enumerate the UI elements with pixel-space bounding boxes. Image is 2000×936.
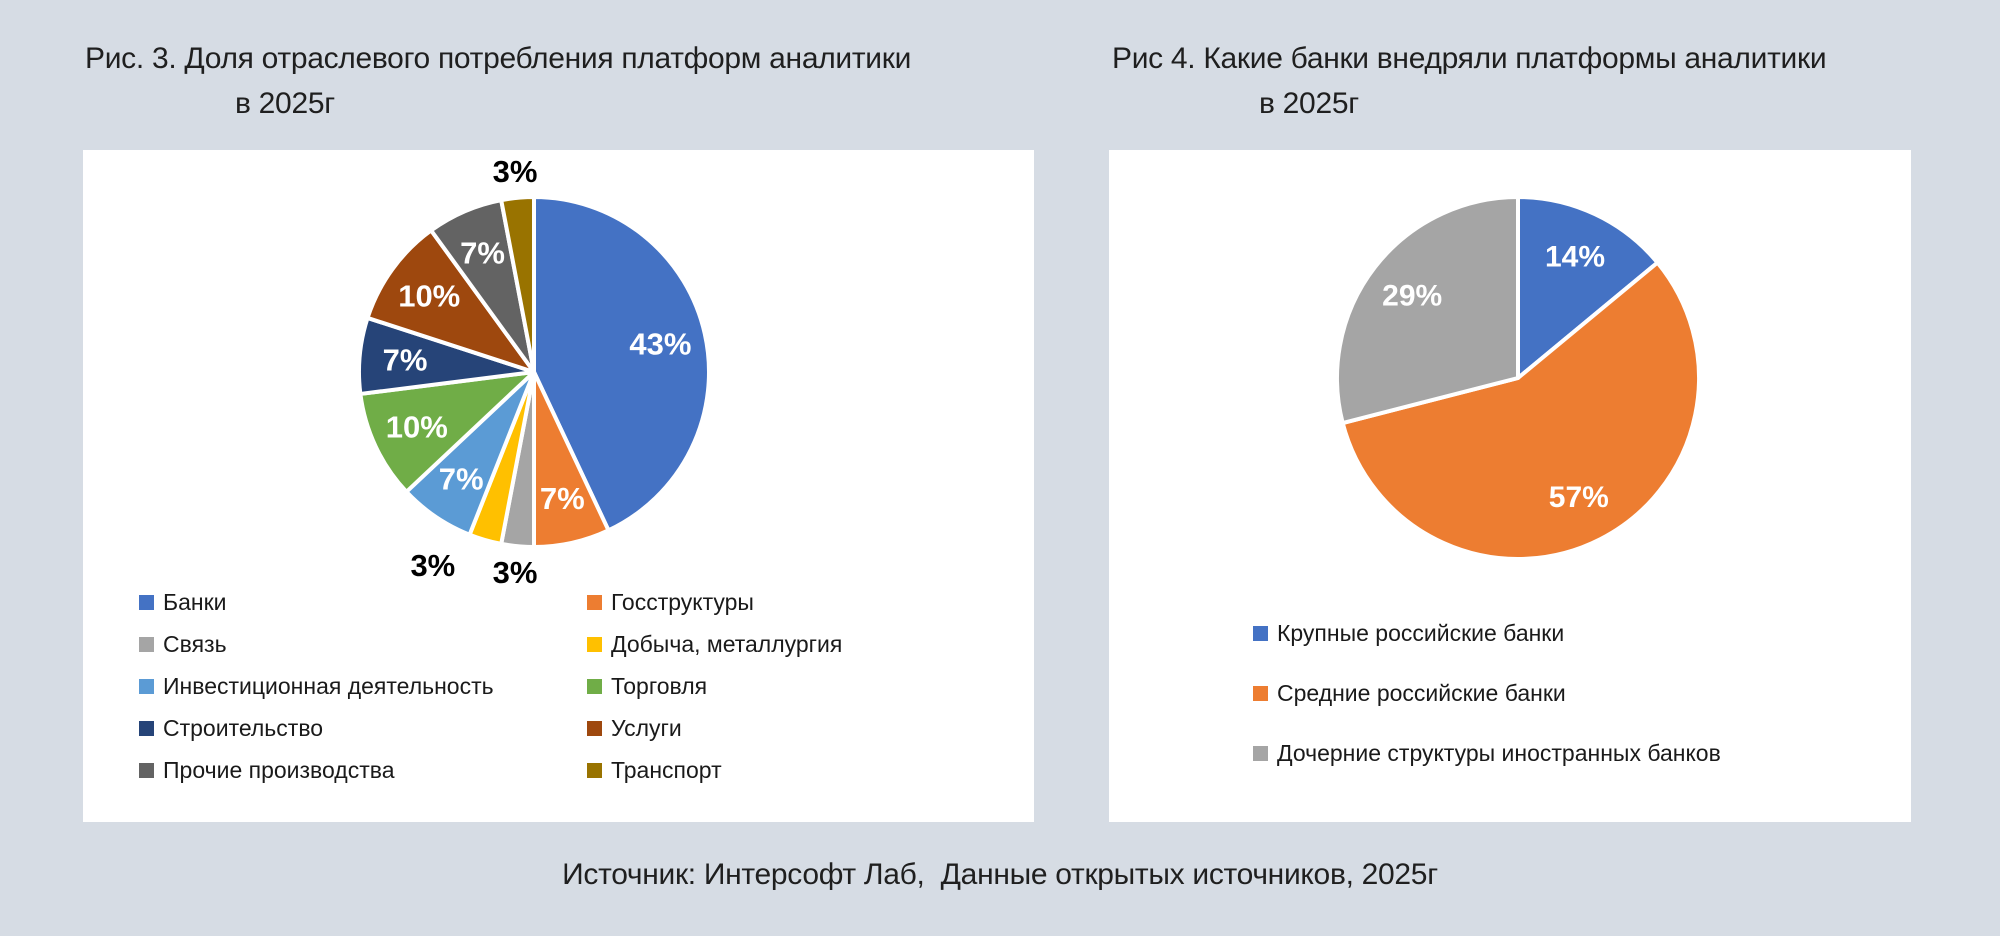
fig4-legend-item-1: Средние российские банки [1253,679,1721,707]
fig4-legend-item-0: Крупные российские банки [1253,619,1721,647]
fig3-pct-label-2: 3% [493,555,538,590]
fig3-pct-label-3: 3% [410,548,455,583]
legend-label: Строительство [163,714,324,741]
legend-swatch-icon [587,762,602,778]
fig4-pie-slice-1 [1340,260,1701,561]
fig3-legend-item-8: Прочие производства [139,757,587,783]
legend-label: Добыча, металлургия [611,630,843,657]
fig3-legend-item-5: Торговля [587,673,842,699]
fig3-pct-label-6: 7% [383,342,428,377]
legend-swatch-icon [139,594,154,610]
fig3-pie-chart: 43%7%3%3%7%10%7%10%7%3% [357,154,711,590]
legend-swatch-icon [1253,745,1268,761]
legend-label: Прочие производства [163,756,395,783]
fig4-pct-label-2: 29% [1382,279,1442,312]
fig3-title: Рис. 3. Доля отраслевого потребления пла… [85,36,911,126]
legend-label: Госструктуры [611,588,754,615]
fig4-title-line1: Рис 4. Какие банки внедряли платформы ан… [1112,42,1827,75]
fig3-chart-panel: 43% 7% 3% 3% 7% 10% 7% 10% 7% 3% Банки Госструктур… [83,150,1034,822]
legend-label: Банки [163,588,227,615]
legend-swatch-icon [139,678,154,694]
legend-label: Транспорт [611,756,722,783]
fig3-pct-label-7: 10% [398,278,460,313]
fig3-legend: Банки Госструктуры Связь Добыча, металлурги… [139,589,842,783]
fig4-legend-item-2: Дочерние структуры иностранных банков [1253,739,1721,767]
legend-swatch-icon [1253,625,1268,641]
fig3-legend-item-2: Связь [139,631,587,657]
legend-swatch-icon [587,720,602,736]
fig4-pie-slice-2 [1335,195,1520,426]
fig3-pct-label-8: 7% [460,236,505,271]
fig3-legend-item-3: Добыча, металлургия [587,631,842,657]
fig3-legend-item-4: Инвестиционная деятельность [139,673,587,699]
fig3-title-line2: в 2025г [235,87,335,120]
fig3-pct-label-0: 43% [629,326,691,361]
fig4-pct-label-1: 57% [1549,481,1609,514]
legend-label: Крупные российские банки [1277,619,1565,646]
fig4-pie-chart: 14% 57% 29% [1335,195,1701,561]
fig4-pct-label-0: 14% [1545,240,1605,273]
fig3-legend-item-9: Транспорт [587,757,842,783]
fig4-title-line2: в 2025г [1259,87,1359,120]
legend-swatch-icon [587,594,602,610]
legend-label: Дочерние структуры иностранных банков [1277,739,1721,766]
fig4-title: Рис 4. Какие банки внедряли платформы ан… [1112,36,1827,126]
fig3-pct-label-1: 7% [540,481,585,516]
legend-swatch-icon [587,636,602,652]
legend-label: Инвестиционная деятельность [163,672,494,699]
legend-swatch-icon [139,636,154,652]
fig3-pct-label-4: 7% [439,462,484,497]
fig3-legend-item-7: Услуги [587,715,842,741]
fig3-legend-item-6: Строительство [139,715,587,741]
fig4-pie-slice-0 [1516,195,1660,380]
legend-label: Торговля [611,672,708,699]
legend-swatch-icon [1253,685,1268,701]
legend-swatch-icon [587,678,602,694]
legend-swatch-icon [139,720,154,736]
legend-label: Связь [163,630,227,657]
source-caption: Источник: Интерсофт Лаб, Данные открытых… [562,858,1438,891]
fig3-legend-item-0: Банки [139,589,587,615]
legend-label: Услуги [611,714,682,741]
fig3-pie-slice-9 [499,195,536,374]
fig4-chart-panel: 14% 57% 29% Крупные российские банки Средни… [1109,150,1911,822]
fig3-pct-label-5: 10% [386,410,448,445]
fig3-pie-slice-5 [358,370,536,494]
fig3-pct-label-9: 3% [493,154,538,189]
fig4-legend: Крупные российские банки Средние российск… [1253,619,1721,767]
fig3-pie-slice-0 [532,195,711,533]
fig3-title-line1: Рис. 3. Доля отраслевого потребления пла… [85,42,912,75]
legend-label: Средние российские банки [1277,679,1566,706]
legend-swatch-icon [139,762,154,778]
fig3-legend-item-1: Госструктуры [587,589,842,615]
fig3-pie-slice-7 [365,228,536,374]
